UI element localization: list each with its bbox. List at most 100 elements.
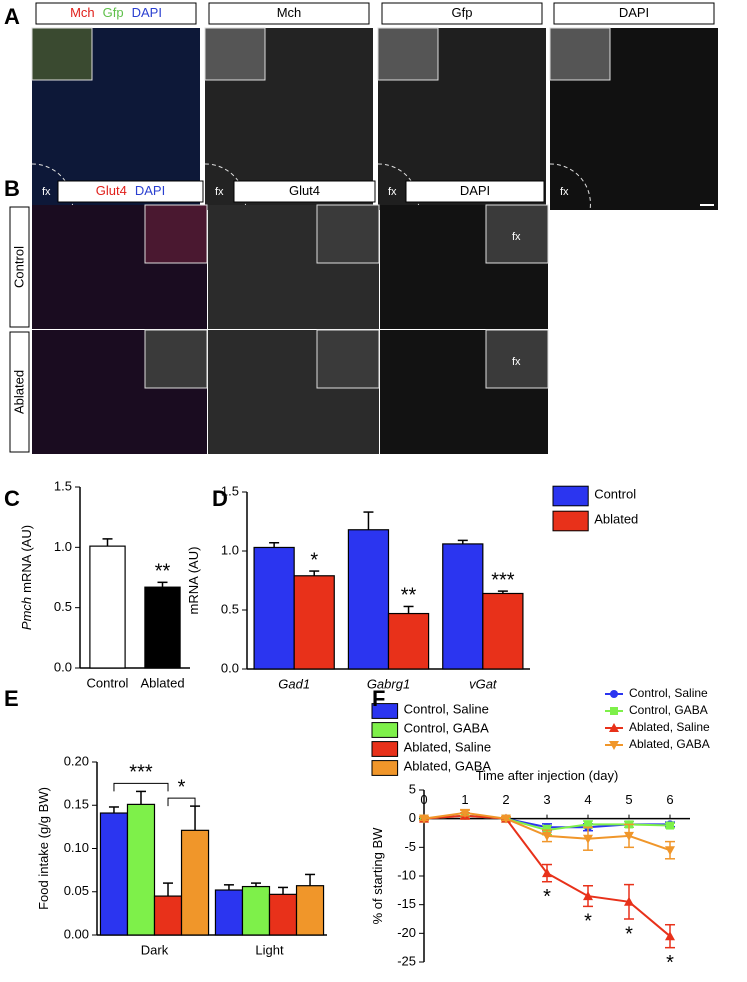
y-tick-label: 0	[409, 810, 416, 825]
panel-letter: F	[372, 686, 385, 711]
x-tick-label: 4	[584, 792, 591, 807]
y-tick-label: 0.0	[54, 659, 72, 674]
panel-letter: E	[4, 686, 19, 711]
y-tick-label: -25	[397, 953, 416, 968]
header-part: Glut4	[289, 183, 320, 198]
legend-label: Control, GABA	[629, 703, 708, 717]
significance: **	[401, 585, 417, 607]
panel-header: DAPI	[619, 5, 649, 20]
x-tick-label: 2	[502, 792, 509, 807]
bar	[293, 575, 335, 670]
y-label-text: mRNA (AU)	[186, 547, 201, 615]
x-tick-label: Gad1	[278, 676, 310, 691]
image-label: fx	[215, 186, 224, 198]
y-label-text: mRNA (AU)	[19, 525, 34, 593]
y-axis-label: Food intake (g/g BW)	[36, 787, 51, 910]
y-label-text: % of starting BW	[370, 827, 385, 925]
x-tick-label: Light	[255, 942, 284, 957]
legend-label: Ablated, GABA	[629, 737, 710, 751]
inset	[485, 204, 549, 264]
fornix-outline	[377, 163, 419, 211]
y-tick-label: 1.0	[221, 542, 239, 557]
significance: *	[584, 911, 592, 933]
row-label: Control	[11, 246, 26, 288]
panel-header: Glut4	[289, 183, 320, 198]
y-tick-label: -20	[397, 925, 416, 940]
panel-header: Gfp	[452, 5, 473, 20]
header-part: DAPI	[460, 183, 490, 198]
header-part: Glut4	[96, 183, 127, 198]
significance: *	[178, 776, 186, 798]
y-tick-label: -15	[397, 896, 416, 911]
marker	[542, 868, 552, 878]
bar	[126, 803, 156, 936]
x-tick-label: Control	[87, 675, 129, 690]
legend-swatch	[552, 510, 589, 532]
bar	[253, 546, 295, 670]
panel-letter: D	[212, 486, 228, 511]
header-box	[208, 2, 370, 25]
x-tick-label: 6	[666, 792, 673, 807]
header-box	[35, 2, 197, 25]
legend-swatch	[371, 741, 399, 757]
bar	[482, 592, 524, 670]
header-box	[553, 2, 715, 25]
bar	[387, 612, 430, 670]
panel-header: DAPI	[460, 183, 490, 198]
marker	[665, 931, 675, 941]
inset	[204, 27, 266, 81]
y-tick-label: 0.5	[54, 599, 72, 614]
y-axis-label: mRNA (AU)	[186, 547, 201, 615]
marker	[624, 831, 634, 841]
header-part: DAPI	[135, 183, 165, 198]
header-part: Gfp	[103, 5, 124, 20]
legend-marker	[609, 741, 619, 750]
y-tick-label: -10	[397, 867, 416, 882]
y-axis-label: Pmch mRNA (AU)	[19, 525, 34, 630]
bar	[153, 895, 183, 936]
y-tick-label: 0.00	[64, 926, 89, 941]
header-part: Mch	[70, 5, 95, 20]
bar	[268, 893, 298, 936]
marker	[542, 831, 552, 841]
x-tick-label: 3	[543, 792, 550, 807]
marker	[583, 834, 593, 844]
image-label: fx	[512, 231, 521, 243]
bar	[144, 586, 181, 669]
marker	[583, 891, 593, 901]
bar	[214, 889, 244, 936]
y-tick-label: 0.20	[64, 753, 89, 768]
significance: *	[625, 923, 633, 945]
y-tick-label: -5	[404, 839, 416, 854]
marker	[501, 814, 511, 824]
panel-letter: B	[4, 176, 20, 201]
inset	[144, 204, 208, 264]
significance: **	[155, 561, 171, 583]
significance: ***	[491, 569, 515, 591]
image-label: fx	[512, 356, 521, 368]
fornix-outline	[31, 163, 73, 211]
header-box	[405, 180, 545, 203]
header-box	[381, 2, 543, 25]
marker	[665, 846, 675, 856]
inset	[316, 204, 380, 264]
significance-bracket	[167, 797, 196, 807]
y-tick-label: 0.5	[221, 601, 239, 616]
panel-letter: A	[4, 4, 20, 29]
bar	[241, 885, 271, 936]
significance: *	[310, 549, 318, 571]
legend-marker	[609, 723, 619, 732]
legend-label: Ablated, Saline	[404, 739, 491, 754]
legend-label: Ablated	[594, 511, 638, 526]
bar	[180, 829, 210, 936]
header-part: Mch	[277, 5, 302, 20]
fornix-outline	[204, 163, 246, 211]
y-label-italic: Pmch	[19, 597, 34, 630]
inset	[549, 27, 611, 81]
y-tick-label: 0.05	[64, 883, 89, 898]
legend-swatch	[371, 703, 399, 719]
y-axis-label: % of starting BW	[370, 827, 385, 925]
panel-letter: C	[4, 486, 20, 511]
legend-label: Control, GABA	[404, 720, 490, 735]
